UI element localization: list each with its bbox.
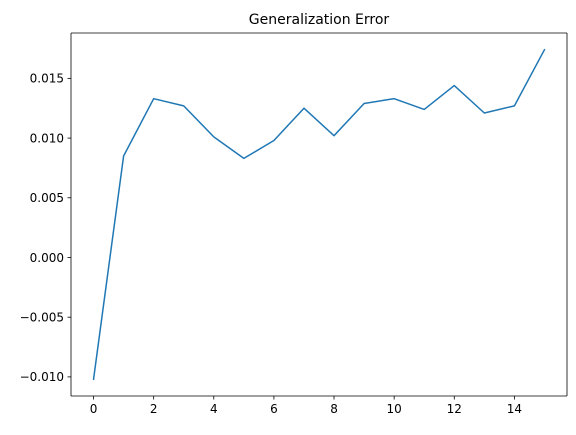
x-tick-label: 6: [270, 402, 278, 416]
y-tick-label: 0.005: [30, 191, 64, 205]
plot-area: 0 2 4 6 8 10 12 14 −0.010 −0.005 0.000 0.005 0.010 0.…: [20, 32, 568, 416]
x-tick-label: 8: [330, 402, 338, 416]
y-tick-label: 0.015: [30, 72, 64, 86]
x-tick-label: 10: [387, 402, 402, 416]
x-tick-label: 14: [507, 402, 522, 416]
y-tick-label: 0.000: [30, 251, 64, 265]
x-tick-label: 4: [210, 402, 218, 416]
x-tick-label: 12: [447, 402, 462, 416]
x-tick-label: 0: [90, 402, 98, 416]
series-line-0: [92, 48, 546, 381]
y-tick-label: −0.010: [20, 370, 64, 384]
y-tick-label: −0.005: [20, 310, 64, 324]
chart-title: Generalization Error: [249, 12, 390, 28]
x-tick-label: 2: [150, 402, 158, 416]
y-tick-label: 0.010: [30, 131, 64, 145]
